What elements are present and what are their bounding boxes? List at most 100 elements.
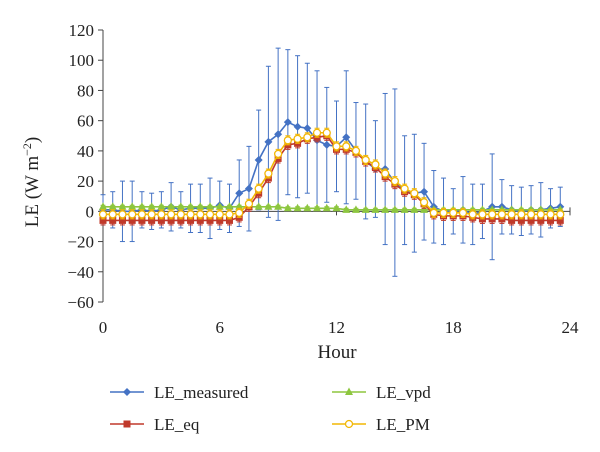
data-point	[293, 122, 302, 131]
legend-item-le-eq: LE_eq	[110, 415, 200, 434]
data-point	[429, 208, 438, 217]
data-point	[225, 202, 234, 210]
data-point	[264, 202, 273, 210]
data-point	[196, 202, 205, 210]
data-point	[235, 208, 244, 217]
x-tick-label: 6	[216, 318, 225, 337]
data-point	[468, 210, 477, 219]
data-point	[556, 216, 564, 224]
data-point	[361, 155, 370, 165]
legend-marker	[123, 420, 131, 428]
data-point	[186, 202, 195, 210]
series-le-measured	[99, 47, 565, 277]
legend-item-le-measured: LE_measured	[110, 383, 249, 402]
data-point	[137, 210, 147, 219]
series-le-pm	[98, 127, 565, 220]
y-tick-label: 0	[86, 202, 95, 221]
y-tick-label: 120	[69, 21, 95, 40]
data-point	[137, 202, 146, 210]
data-point	[313, 203, 322, 212]
data-point	[283, 136, 293, 145]
data-point	[381, 205, 390, 213]
data-point	[157, 202, 166, 210]
data-point	[390, 176, 400, 186]
data-point	[235, 189, 244, 198]
data-point	[322, 128, 331, 137]
y-tick-label: 100	[69, 51, 95, 70]
legend-marker	[344, 419, 354, 429]
data-point	[449, 208, 458, 217]
legend-item-le-pm: LE_PM	[332, 415, 430, 434]
data-point	[244, 184, 253, 193]
data-point	[303, 203, 312, 212]
data-point	[507, 210, 516, 219]
data-point	[517, 210, 526, 219]
x-tick-label: 12	[328, 318, 345, 337]
x-axis-ticks: 0 6 12 18 24	[99, 207, 579, 337]
data-point	[332, 142, 341, 151]
data-point	[109, 216, 117, 224]
data-point	[98, 210, 108, 219]
data-point	[342, 133, 351, 142]
data-point	[351, 205, 360, 213]
data-point	[118, 216, 126, 224]
data-point	[410, 205, 419, 213]
data-point	[293, 134, 302, 143]
data-point	[546, 210, 555, 219]
data-point	[128, 202, 137, 210]
data-point	[196, 210, 205, 219]
data-point	[205, 210, 215, 219]
y-tick-label: −40	[67, 263, 94, 282]
data-point	[478, 210, 487, 219]
data-point	[147, 202, 156, 210]
data-point	[254, 184, 263, 193]
y-tick-label: −60	[67, 293, 94, 312]
data-point	[526, 210, 536, 219]
legend-label: LE_eq	[154, 415, 200, 434]
data-point	[99, 216, 107, 224]
data-point	[439, 208, 448, 217]
data-point	[215, 202, 224, 210]
data-point	[283, 203, 292, 212]
data-point	[264, 137, 273, 146]
data-point	[303, 124, 312, 133]
y-axis-title-main: LE (W m	[22, 156, 43, 228]
legend: LE_measured LE_vpd LE_eq LE_PM	[110, 383, 431, 434]
data-point	[108, 202, 117, 210]
data-point	[283, 118, 292, 127]
x-tick-label: 18	[445, 318, 462, 337]
data-point	[99, 202, 107, 210]
data-point	[342, 205, 351, 213]
data-point	[293, 203, 302, 212]
data-point	[527, 216, 535, 224]
data-point	[264, 169, 273, 178]
data-point	[225, 210, 234, 219]
data-point	[167, 202, 176, 210]
data-point	[371, 160, 380, 169]
data-point	[215, 210, 224, 219]
y-tick-label: 40	[77, 142, 94, 161]
data-point	[157, 216, 165, 224]
legend-item-le-vpd: LE_vpd	[332, 383, 431, 402]
legend-marker	[345, 387, 353, 395]
data-point	[157, 210, 166, 219]
data-point	[537, 216, 545, 224]
data-point	[420, 205, 429, 213]
data-point	[177, 216, 185, 224]
data-point	[166, 210, 176, 219]
data-point	[108, 210, 117, 219]
data-point	[303, 133, 312, 142]
data-point	[176, 202, 185, 210]
x-tick-label: 24	[562, 318, 580, 337]
x-axis-title: Hour	[317, 342, 357, 363]
y-axis-title: LE (W m−2)	[20, 137, 43, 228]
data-point	[322, 140, 331, 149]
data-point	[351, 146, 361, 156]
legend-label: LE_PM	[376, 415, 430, 434]
data-point	[148, 216, 156, 224]
y-tick-label: 80	[77, 81, 94, 100]
data-point	[400, 184, 409, 193]
y-tick-label: 60	[77, 112, 94, 131]
legend-label: LE_measured	[154, 383, 249, 402]
